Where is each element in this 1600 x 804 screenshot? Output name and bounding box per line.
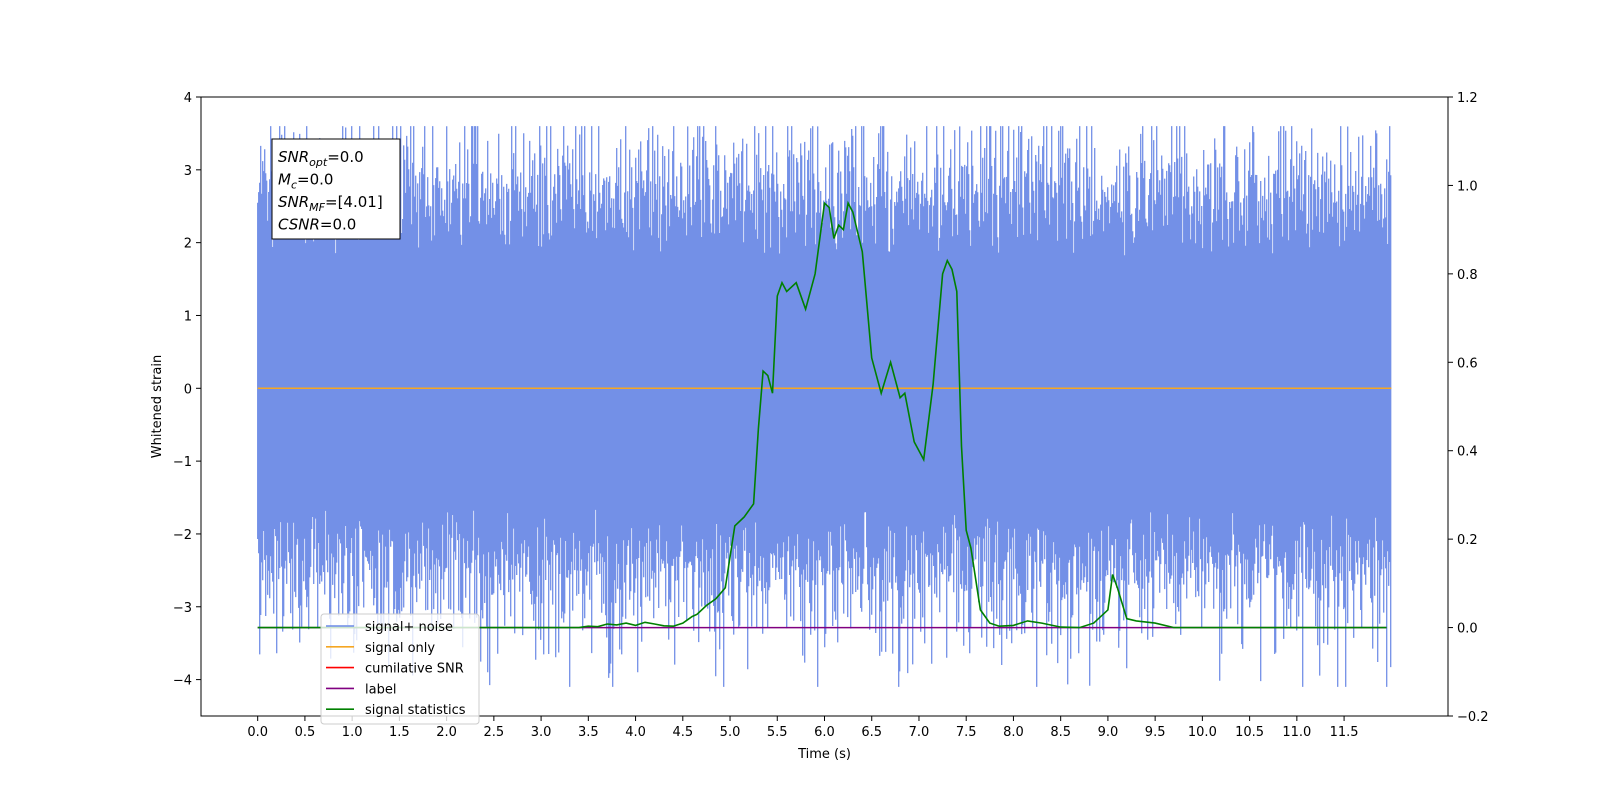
y-right-tick-label: −0.2 — [1457, 710, 1489, 725]
legend-entry: signal statistics — [365, 703, 466, 718]
y-right-tick-label: 0.0 — [1457, 622, 1478, 637]
annotation-line: SNRMF=[4.01] — [278, 193, 383, 214]
y-left-tick-label: 0 — [184, 382, 192, 397]
y-right-tick-label: 0.8 — [1457, 268, 1478, 283]
legend-entry: signal only — [365, 641, 435, 656]
x-tick-label: 5.5 — [767, 725, 788, 740]
x-tick-label: 6.0 — [814, 725, 835, 740]
y-left-tick-label: 1 — [184, 309, 192, 324]
x-tick-label: 0.0 — [247, 725, 268, 740]
x-axis-ticks: 0.0 0.5 1.0 1.5 2.0 2.5 3.0 3.5 4.0 4.5 5.0 5.5 6.0 6… — [247, 716, 1359, 740]
x-tick-label: 3.5 — [578, 725, 599, 740]
y-right-tick-label: 1.2 — [1457, 91, 1478, 106]
annotation-line: CSNR=0.0 — [278, 216, 356, 234]
x-tick-label: 8.5 — [1050, 725, 1071, 740]
y-right-tick-label: 0.2 — [1457, 533, 1478, 548]
y-left-tick-label: −1 — [173, 455, 192, 470]
x-tick-label: 1.5 — [389, 725, 410, 740]
y-right-tick-label: 1.0 — [1457, 179, 1478, 194]
x-tick-label: 10.0 — [1188, 725, 1217, 740]
x-tick-label: 6.5 — [861, 725, 882, 740]
legend-frame — [320, 613, 480, 725]
legend-entry: label — [365, 682, 396, 697]
y-axis-right-ticks: 1.2 1.0 0.8 0.6 0.4 0.2 0.0 −0.2 — [1448, 91, 1489, 725]
x-tick-label: 11.5 — [1330, 725, 1359, 740]
x-tick-label: 4.0 — [625, 725, 646, 740]
annotation-line: Mc=0.0 — [278, 171, 333, 192]
y-axis-left-label: Whitened strain — [150, 355, 165, 458]
x-tick-label: 8.0 — [1003, 725, 1024, 740]
y-left-tick-label: 2 — [184, 237, 192, 252]
x-tick-label: 0.5 — [295, 725, 316, 740]
x-tick-label: 2.5 — [484, 725, 505, 740]
x-axis-label: Time (s) — [797, 747, 851, 762]
annotation-frame — [271, 138, 401, 240]
x-tick-label: 3.0 — [531, 725, 552, 740]
y-left-tick-label: −2 — [173, 528, 192, 543]
y-axis-left-ticks: 4 3 2 1 0 −1 −2 −3 −4 — [173, 91, 201, 689]
x-tick-label: 7.0 — [909, 725, 930, 740]
x-tick-label: 4.5 — [672, 725, 693, 740]
x-tick-label: 7.5 — [956, 725, 977, 740]
x-tick-label: 5.0 — [720, 725, 741, 740]
y-left-tick-label: −4 — [173, 674, 192, 689]
annotation-line: SNRopt=0.0 — [278, 148, 364, 169]
y-right-tick-label: 0.4 — [1457, 445, 1478, 460]
x-tick-label: 1.0 — [342, 725, 363, 740]
y-left-tick-label: 4 — [184, 91, 192, 106]
y-right-tick-label: 0.6 — [1457, 356, 1478, 371]
y-left-tick-label: −3 — [173, 601, 192, 616]
x-tick-label: 9.0 — [1098, 725, 1119, 740]
legend: signal+ noise signal only cumilative SNR la… — [320, 613, 480, 725]
x-tick-label: 9.5 — [1145, 725, 1166, 740]
x-tick-label: 10.5 — [1235, 725, 1264, 740]
series-signal-statistics — [257, 200, 1387, 629]
x-tick-label: 2.0 — [436, 725, 457, 740]
x-tick-label: 11.0 — [1282, 725, 1311, 740]
legend-entry: cumilative SNR — [365, 662, 464, 677]
y-left-tick-label: 3 — [184, 164, 192, 179]
legend-entry: signal+ noise — [365, 620, 453, 635]
